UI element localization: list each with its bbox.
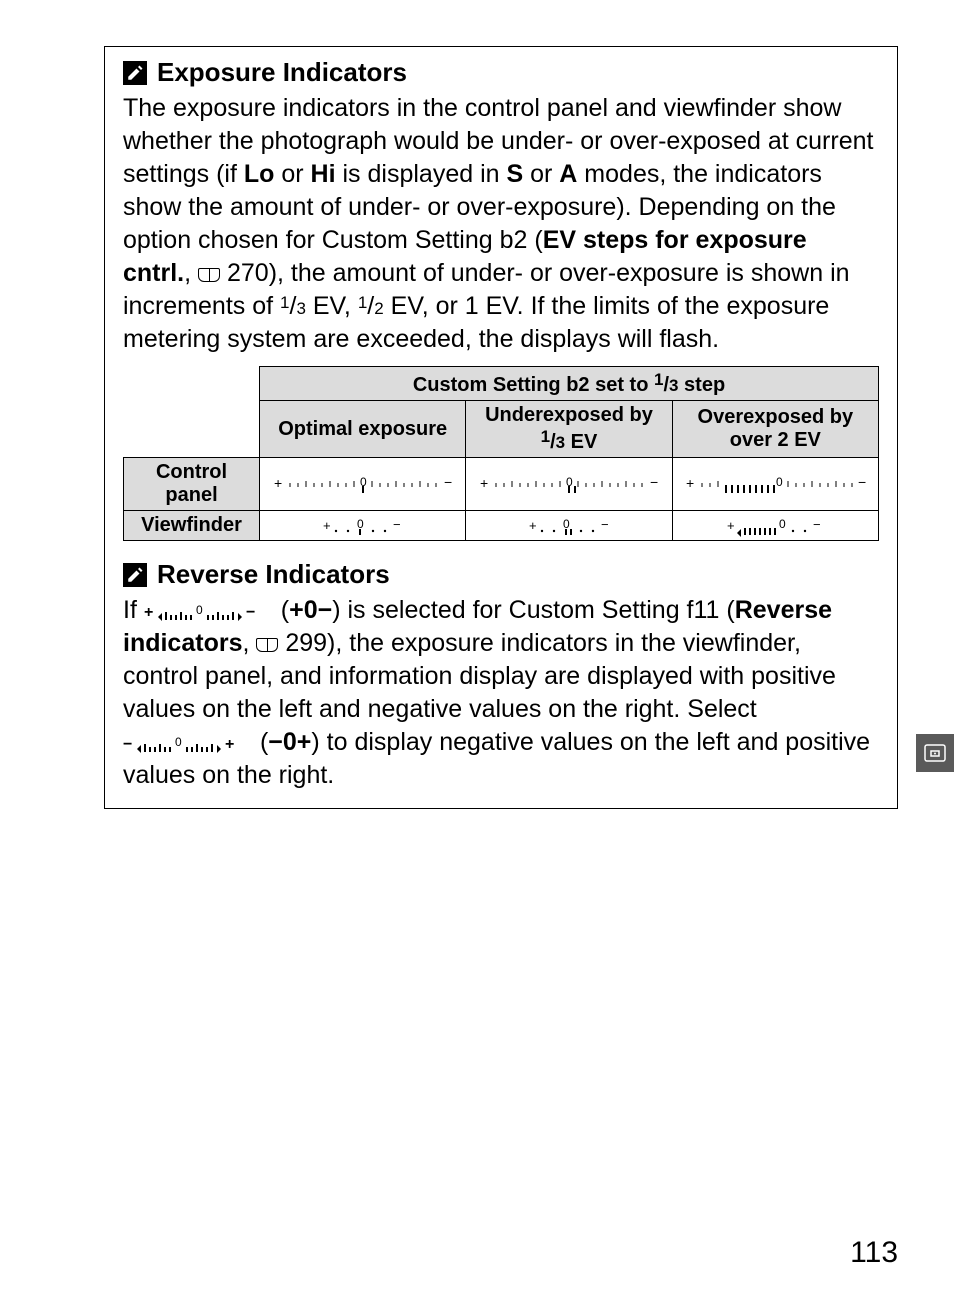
text: Underexposed by xyxy=(485,404,653,426)
den: 3 xyxy=(296,299,305,318)
svg-text:−: − xyxy=(123,736,132,753)
num: 1 xyxy=(541,427,550,446)
opt1-label: +0− xyxy=(289,596,332,624)
mode-s-glyph: S xyxy=(506,160,523,188)
page-number: 113 xyxy=(850,1236,898,1270)
svg-text:−: − xyxy=(393,517,401,532)
text: EV xyxy=(565,431,597,453)
text: is displayed in xyxy=(336,160,507,188)
fraction-1-3: 1/3 xyxy=(280,292,306,320)
note-box: Exposure Indicators The exposure indicat… xyxy=(104,46,898,809)
num: 1 xyxy=(280,293,289,312)
svg-text:−: − xyxy=(813,517,821,532)
svg-text:+: + xyxy=(727,518,735,533)
svg-text:0: 0 xyxy=(563,517,570,531)
svg-text:+: + xyxy=(274,475,282,491)
indicator-cp-optimal: + 0 − xyxy=(260,458,466,511)
text: EV, xyxy=(306,292,358,320)
pencil-icon xyxy=(123,563,147,587)
pencil-icon xyxy=(123,61,147,85)
section1-title: Exposure Indicators xyxy=(157,57,407,88)
section2-heading: Reverse Indicators xyxy=(123,559,879,590)
svg-text:+: + xyxy=(144,604,153,621)
den: 2 xyxy=(374,299,383,318)
col-under: Underexposed by 1/3 EV xyxy=(466,401,672,458)
svg-text:−: − xyxy=(444,474,452,490)
table-top-header: Custom Setting b2 set to 1/3 step xyxy=(260,367,879,401)
reverse-indicator-plus-minus-icon: + 0 − xyxy=(144,602,274,622)
text: Custom Setting b2 set to xyxy=(413,374,654,396)
hi-label: Hi xyxy=(311,160,336,188)
mode-a-glyph: A xyxy=(559,160,577,188)
indicator-vf-under: + 0 − xyxy=(466,511,672,541)
indicator-vf-over: + 0 − xyxy=(672,511,878,541)
section-tab-icon xyxy=(916,734,954,772)
text: , xyxy=(242,629,256,657)
den: 3 xyxy=(556,433,565,452)
reverse-indicator-minus-plus-icon: − 0 + xyxy=(123,734,253,754)
section2: Reverse Indicators If + 0 − xyxy=(123,559,879,792)
indicator-vf-optimal: + 0 − xyxy=(260,511,466,541)
svg-text:+: + xyxy=(225,736,234,753)
text: ) is selected for Custom Setting f11 ( xyxy=(332,596,734,624)
book-icon xyxy=(256,638,278,652)
svg-text:+: + xyxy=(323,518,331,533)
svg-text:+: + xyxy=(529,518,537,533)
text: or xyxy=(274,160,310,188)
svg-text:−: − xyxy=(650,474,658,490)
section1-heading: Exposure Indicators xyxy=(123,57,879,88)
book-icon xyxy=(198,268,220,282)
indicator-cp-over: + 0 xyxy=(672,458,878,511)
svg-text:0: 0 xyxy=(357,517,364,531)
svg-text:−: − xyxy=(601,517,609,532)
row-control-panel: Control panel xyxy=(124,458,260,511)
lo-label: Lo xyxy=(244,160,275,188)
section1-body: The exposure indicators in the control p… xyxy=(123,92,879,356)
svg-text:−: − xyxy=(246,604,255,621)
section2-title: Reverse Indicators xyxy=(157,559,390,590)
text: , xyxy=(184,259,198,287)
table-corner xyxy=(124,367,260,458)
svg-text:0: 0 xyxy=(776,475,783,489)
exposure-table: Custom Setting b2 set to 1/3 step Optima… xyxy=(123,366,879,541)
svg-text:−: − xyxy=(858,474,866,490)
num: 1 xyxy=(654,370,663,389)
opt2-label: −0+ xyxy=(268,728,311,756)
indicator-cp-under: + 0 − xyxy=(466,458,672,511)
fraction-1-2: 1/2 xyxy=(358,292,384,320)
row-viewfinder: Viewfinder xyxy=(124,511,260,541)
svg-text:0: 0 xyxy=(196,603,203,617)
text: or xyxy=(523,160,559,188)
svg-text:+: + xyxy=(480,475,488,491)
section2-body: If + 0 − (+0−) is selected for Custom Se… xyxy=(123,594,879,792)
num: 1 xyxy=(358,293,367,312)
svg-text:0: 0 xyxy=(779,517,786,531)
svg-text:+: + xyxy=(686,475,694,491)
svg-text:0: 0 xyxy=(175,735,182,749)
col-optimal: Optimal exposure xyxy=(260,401,466,458)
text: step xyxy=(678,374,725,396)
text: If xyxy=(123,596,144,624)
col-over: Overexposed by over 2 EV xyxy=(672,401,878,458)
